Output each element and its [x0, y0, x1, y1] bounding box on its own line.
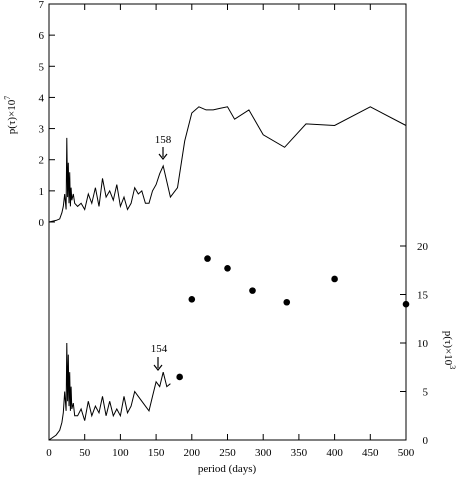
- lower-y-tick-label: 0: [423, 435, 429, 447]
- x-tick-label: 0: [46, 447, 52, 459]
- upper-y-axis: 0 1 2 3 4 5 6 7: [39, 0, 55, 229]
- upper-y-tick-label: 0: [39, 217, 45, 229]
- lower-y-axis-label-exponent: 3: [448, 365, 457, 369]
- upper-periodogram-line: [48, 106, 407, 223]
- scatter-point: [188, 296, 196, 303]
- x-tick-label: 100: [112, 447, 129, 459]
- x-tick-label: 300: [255, 447, 272, 459]
- lower-y-tick-label: 20: [417, 241, 429, 253]
- upper-y-tick-label: 3: [39, 124, 45, 136]
- scatter-point: [224, 265, 231, 272]
- x-tick-label: 500: [398, 447, 415, 459]
- x-tick-label: 150: [148, 447, 165, 459]
- upper-y-tick-label: 5: [39, 61, 45, 73]
- x-axis-label: period (days): [198, 463, 257, 475]
- lower-y-tick-label: 10: [417, 338, 429, 350]
- upper-y-axis-label: p(τ)×107: [3, 96, 18, 134]
- series-group: [48, 106, 410, 441]
- scatter-point: [204, 255, 211, 262]
- lower-y-axis-label: p(τ)×103: [442, 331, 457, 369]
- x-tick-label: 350: [291, 447, 308, 459]
- x-axis: 0 50 100 150 200 250 300 350 400 450 500: [46, 4, 415, 459]
- scatter-point: [331, 275, 338, 283]
- scatter-point: [283, 298, 291, 306]
- upper-y-tick-label: 6: [39, 30, 45, 42]
- lower-y-axis: 0 5 10 15 20: [400, 241, 429, 447]
- upper-y-tick-label: 7: [39, 0, 45, 11]
- upper-peak-arrow-head: [158, 153, 168, 160]
- lower-peak-annotation: 154: [151, 343, 168, 355]
- lower-y-tick-label: 15: [417, 290, 429, 302]
- upper-y-axis-label-base: p(τ)×10: [6, 99, 18, 134]
- upper-y-tick-label: 2: [39, 155, 45, 167]
- upper-y-tick-label: 1: [39, 186, 45, 198]
- scatter-point: [249, 287, 256, 294]
- upper-peak-annotation: 158: [155, 134, 172, 146]
- lower-peak-arrow-head: [153, 364, 163, 371]
- lower-y-tick-label: 5: [423, 387, 429, 399]
- plot-frame: [48, 3, 407, 441]
- upper-y-tick-label: 4: [39, 92, 45, 104]
- x-tick-label: 250: [219, 447, 236, 459]
- x-tick-label: 50: [79, 447, 91, 459]
- scatter-point: [402, 300, 410, 308]
- scatter-point: [176, 373, 183, 381]
- x-tick-label: 450: [362, 447, 379, 459]
- x-tick-label: 400: [326, 447, 343, 459]
- lower-periodogram-line: [48, 342, 171, 441]
- upper-y-axis-label-exponent: 7: [3, 96, 12, 100]
- lower-y-axis-label-base: p(τ)×10: [442, 331, 454, 366]
- x-tick-label: 200: [184, 447, 201, 459]
